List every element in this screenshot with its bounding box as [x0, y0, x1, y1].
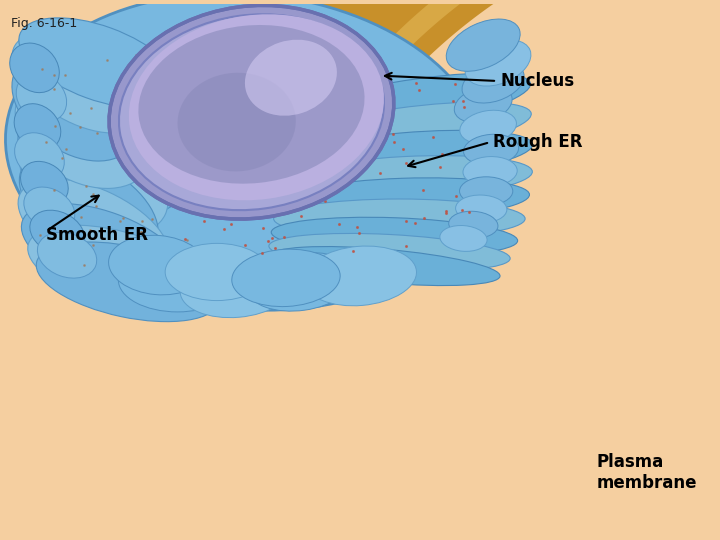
Ellipse shape [10, 43, 59, 93]
Ellipse shape [459, 177, 513, 205]
Ellipse shape [276, 156, 532, 201]
Ellipse shape [129, 14, 384, 200]
Ellipse shape [30, 210, 84, 255]
Ellipse shape [138, 25, 364, 184]
Ellipse shape [17, 73, 67, 122]
Ellipse shape [18, 95, 189, 218]
Ellipse shape [119, 14, 384, 210]
Ellipse shape [271, 217, 518, 255]
Ellipse shape [109, 5, 394, 219]
Ellipse shape [24, 187, 75, 231]
Ellipse shape [165, 244, 269, 301]
Ellipse shape [18, 179, 169, 278]
Ellipse shape [454, 86, 512, 123]
Ellipse shape [462, 62, 524, 103]
Ellipse shape [15, 76, 153, 188]
Ellipse shape [19, 18, 179, 108]
Ellipse shape [440, 226, 487, 252]
Text: Rough ER: Rough ER [493, 133, 583, 151]
Ellipse shape [28, 225, 205, 311]
Ellipse shape [463, 157, 517, 186]
Ellipse shape [19, 127, 168, 235]
Ellipse shape [269, 247, 500, 286]
Ellipse shape [118, 248, 237, 312]
Ellipse shape [14, 104, 60, 150]
Ellipse shape [303, 246, 416, 306]
Ellipse shape [180, 258, 293, 318]
Ellipse shape [178, 73, 296, 171]
Ellipse shape [247, 253, 355, 311]
Ellipse shape [269, 233, 510, 271]
Ellipse shape [465, 40, 531, 86]
Ellipse shape [37, 232, 96, 278]
Text: Fig. 6-16-1: Fig. 6-16-1 [11, 17, 77, 30]
Ellipse shape [21, 161, 68, 205]
Ellipse shape [274, 199, 525, 239]
Ellipse shape [6, 0, 487, 310]
Ellipse shape [22, 204, 186, 297]
Ellipse shape [12, 32, 146, 133]
Ellipse shape [449, 211, 498, 238]
Ellipse shape [232, 249, 340, 307]
Ellipse shape [446, 19, 520, 71]
Ellipse shape [245, 39, 337, 116]
Ellipse shape [275, 178, 529, 220]
Ellipse shape [456, 195, 507, 222]
Ellipse shape [258, 73, 531, 141]
Text: Smooth ER: Smooth ER [46, 226, 148, 245]
Ellipse shape [460, 110, 516, 144]
Ellipse shape [268, 102, 531, 162]
Ellipse shape [12, 53, 136, 161]
Ellipse shape [36, 242, 220, 322]
Ellipse shape [19, 153, 158, 259]
Text: Nucleus: Nucleus [500, 72, 575, 90]
Ellipse shape [464, 134, 518, 165]
Polygon shape [201, 0, 666, 224]
Ellipse shape [14, 133, 64, 180]
Polygon shape [272, 0, 660, 215]
Text: Plasma
membrane: Plasma membrane [596, 453, 697, 492]
Ellipse shape [272, 130, 533, 181]
Ellipse shape [109, 235, 207, 295]
